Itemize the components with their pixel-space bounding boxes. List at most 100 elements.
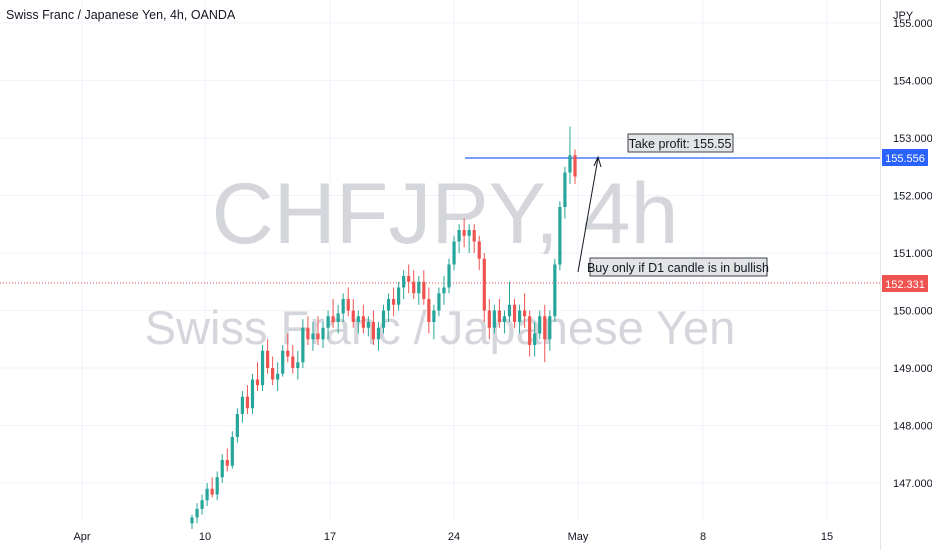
- take-profit-label[interactable]: Take profit: 155.55: [627, 133, 734, 153]
- watermark-symbol: CHFJPY, 4h: [212, 166, 679, 262]
- candle-body: [437, 293, 441, 311]
- candle-body: [195, 508, 199, 518]
- candle-body: [291, 356, 295, 368]
- candle-body: [326, 316, 330, 328]
- time-tick-label: Apr: [73, 531, 90, 543]
- candle-body: [457, 230, 461, 242]
- candle-body: [215, 477, 219, 495]
- candle-body: [255, 379, 260, 386]
- candle-body: [477, 241, 481, 259]
- candles: [190, 126, 577, 529]
- candle-body: [517, 310, 522, 322]
- candle-body: [296, 362, 300, 368]
- time-tick-label: 24: [448, 531, 460, 543]
- currency-label: JPY: [893, 10, 914, 22]
- buy-note-label[interactable]: Buy only if D1 candle is in bullish: [587, 257, 769, 277]
- candle-body: [281, 350, 285, 374]
- candle-body: [391, 299, 396, 305]
- time-tick-label: 17: [324, 531, 336, 543]
- time-axis[interactable]: Apr 10 17 24 May 8 15: [73, 531, 833, 543]
- candle-body: [271, 368, 275, 380]
- candle-body: [225, 460, 229, 466]
- candle-body: [417, 281, 421, 294]
- candle-body: [497, 310, 502, 322]
- candle-body: [472, 230, 476, 242]
- price-axis-divider: [880, 0, 881, 550]
- candle-body: [240, 396, 244, 414]
- candle-body: [442, 287, 446, 294]
- chart-title: Swiss Franc / Japanese Yen, 4h, OANDA: [6, 8, 236, 22]
- candle-body: [316, 333, 320, 340]
- time-tick-label: 8: [700, 531, 706, 543]
- buy-note-text: Buy only if D1 candle is in bullish: [587, 261, 769, 275]
- price-tick-label: 148.000: [893, 421, 932, 433]
- target-price-label: 155.556: [885, 153, 925, 165]
- candle-body: [265, 350, 270, 368]
- candle-body: [351, 310, 355, 322]
- trend-arrow-head: [593, 155, 602, 168]
- candle-body: [301, 327, 305, 363]
- candle-body: [502, 316, 507, 322]
- candle-body: [190, 517, 194, 524]
- candle-body: [366, 322, 370, 328]
- trend-arrow[interactable]: [577, 157, 599, 273]
- candle-body: [341, 299, 345, 314]
- take-profit-text: Take profit: 155.55: [629, 137, 732, 151]
- time-tick-label: 15: [821, 531, 833, 543]
- candle-body: [558, 207, 562, 265]
- candle-body: [432, 310, 436, 322]
- price-tick-label: 155.000: [893, 18, 932, 30]
- candle-body: [386, 299, 391, 311]
- time-tick-label: May: [568, 531, 589, 543]
- candle-body: [482, 258, 486, 311]
- candle-body: [220, 460, 224, 478]
- candle-body: [538, 316, 542, 334]
- price-tick-label: 153.000: [893, 133, 932, 145]
- candle-body: [381, 310, 386, 328]
- candle-body: [487, 310, 491, 328]
- candle-body: [346, 299, 350, 311]
- candle-body: [250, 379, 255, 409]
- price-tick-label: 147.000: [893, 478, 932, 490]
- candle-body: [467, 230, 471, 236]
- candle-body: [260, 350, 265, 386]
- candle-body: [205, 488, 209, 501]
- candle-body: [543, 316, 547, 340]
- candle-body: [512, 304, 517, 322]
- candle-body: [412, 281, 416, 294]
- candle-body: [356, 316, 360, 322]
- price-tick-label: 151.000: [893, 248, 932, 260]
- price-tick-label: 152.000: [893, 191, 932, 203]
- price-tick-label: 150.000: [893, 306, 932, 318]
- last-price-marker: 152.331: [882, 275, 928, 292]
- target-price-marker: 155.556: [882, 149, 928, 166]
- candle-body: [235, 414, 239, 437]
- candle-body: [286, 350, 290, 357]
- candle-body: [371, 322, 376, 340]
- candle-body: [276, 373, 280, 380]
- candle-body: [507, 304, 512, 317]
- candle-body: [361, 316, 365, 328]
- price-tick-label: 154.000: [893, 76, 932, 88]
- candle-body: [533, 333, 537, 345]
- candle-body: [402, 276, 406, 288]
- candle-body: [548, 316, 552, 340]
- price-axis[interactable]: 147.000 148.000 149.000 150.000 151.000 152.0…: [893, 0, 932, 490]
- candle-body: [306, 327, 310, 340]
- candle-body: [321, 327, 325, 340]
- time-tick-label: 10: [199, 531, 211, 543]
- candle-body: [200, 500, 204, 509]
- candle-body: [568, 155, 572, 173]
- candle-body: [523, 310, 527, 317]
- candle-body: [427, 299, 431, 322]
- candle-body: [447, 264, 451, 288]
- candle-body: [528, 316, 532, 345]
- candle-body: [331, 316, 335, 322]
- candle-body: [452, 241, 456, 265]
- candle-body: [245, 396, 250, 409]
- candle-body: [462, 230, 466, 236]
- candle-body: [210, 488, 214, 495]
- candle-body: [492, 310, 496, 328]
- candle-body: [422, 281, 426, 299]
